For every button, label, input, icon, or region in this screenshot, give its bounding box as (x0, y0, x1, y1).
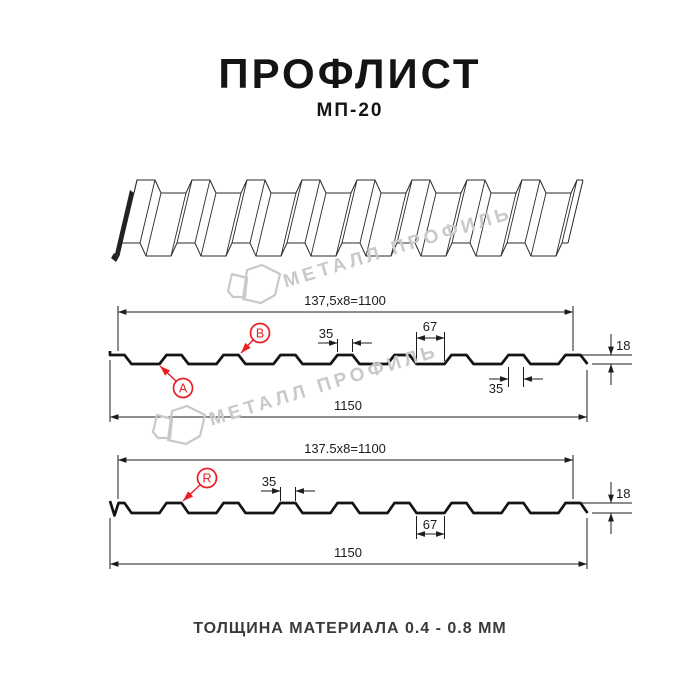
cross-section-reverse-view: 137.5x8=1100 35 67 18 1150 (108, 441, 632, 569)
dim-rib-top-width-right: 35 (489, 367, 543, 396)
dim-label-valley: 67 (423, 517, 437, 532)
dim-label-valley: 67 (423, 319, 437, 334)
profile-model-name: МП-20 (316, 100, 384, 121)
dim-module-width-top: 137,5x8=1100 (117, 293, 574, 351)
material-thickness-note: ТОЛЩИНА МАТЕРИАЛА 0.4 - 0.8 ММ (193, 620, 507, 637)
callout-r: R (182, 467, 218, 502)
dim-label-overall: 1150 (334, 398, 362, 413)
dim-label-module-width: 137.5x8=1100 (304, 441, 386, 456)
dim-profile-height: 18 (580, 482, 632, 534)
cross-section-front-view: 137,5x8=1100 35 67 35 18 (108, 293, 632, 422)
dim-valley-width: 67 (416, 516, 445, 539)
dim-label-rib-top-right: 35 (489, 381, 503, 396)
callout-r-label: R (202, 472, 211, 486)
dim-profile-height: 18 (580, 334, 632, 385)
sheet-edge-shadow (115, 190, 134, 257)
sheet-3d-illustration (111, 179, 584, 262)
dim-label-module-width: 137,5x8=1100 (304, 293, 386, 308)
dim-label-rib-top: 35 (262, 474, 276, 489)
callout-b: B (240, 322, 271, 354)
dim-rib-top-width: 35 (318, 326, 372, 352)
brand-logo-icon (151, 404, 207, 446)
callout-a: A (159, 365, 194, 399)
dim-label-height: 18 (616, 338, 630, 353)
callout-b-label: B (256, 327, 264, 341)
profile-outline-reverse (108, 500, 589, 517)
dim-module-width-top: 137.5x8=1100 (117, 441, 574, 499)
dim-overall-width: 1150 (109, 518, 588, 569)
brand-logo-icon (226, 263, 282, 305)
page-title: ПРОФЛИСТ (218, 50, 482, 97)
dim-rib-top-width: 35 (261, 474, 315, 501)
dim-overall-width: 1150 (109, 360, 588, 422)
profile-outline-front (108, 351, 589, 366)
dim-valley-width: 67 (416, 319, 445, 361)
callout-a-label: A (179, 382, 188, 396)
dim-label-rib-top: 35 (319, 326, 333, 341)
dim-label-overall: 1150 (334, 545, 362, 560)
dim-label-height: 18 (616, 486, 630, 501)
